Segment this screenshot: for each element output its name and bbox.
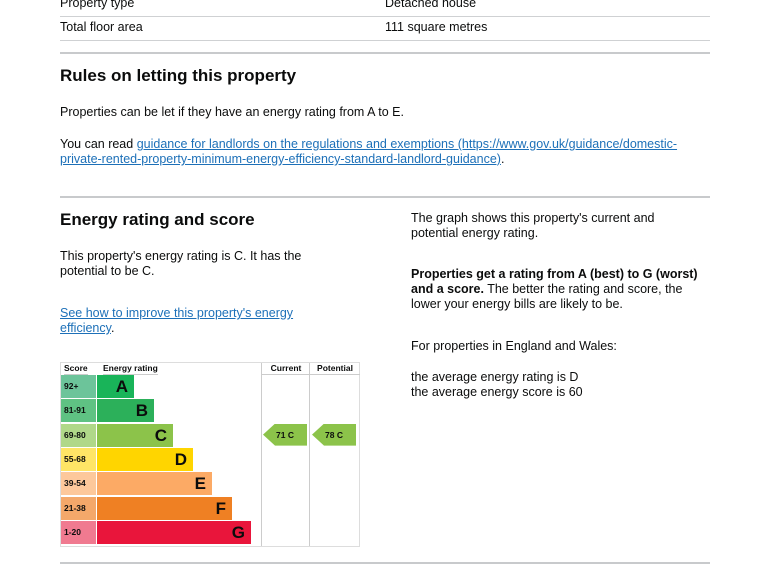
rating-band-d: D: [97, 447, 193, 471]
improve-link[interactable]: See how to improve this property's energ…: [60, 306, 294, 335]
current-header: Current: [261, 363, 310, 375]
column-divider: [261, 375, 262, 546]
table-row: Property type Detached house: [60, 0, 710, 17]
score-range-c: 69-80: [61, 423, 96, 447]
rating-band-c: C: [97, 423, 173, 447]
improve-para: See how to improve this property's energ…: [60, 306, 320, 336]
row-label: Total floor area: [60, 20, 143, 34]
energy-heading: Energy rating and score: [60, 210, 255, 229]
letting-heading: Rules on letting this property: [60, 66, 297, 85]
score-range-e: 39-54: [61, 472, 96, 496]
row-value: 111 square metres: [385, 20, 488, 34]
text: You can read: [60, 137, 137, 151]
average-rating: the average energy rating is D: [411, 370, 579, 384]
score-range-d: 55-68: [61, 447, 96, 471]
potential-header: Potential: [309, 363, 360, 375]
section-divider: [60, 52, 710, 54]
score-range-f: 21-38: [61, 496, 96, 520]
column-divider: [309, 375, 310, 546]
potential-rating-arrow: 78 C: [312, 423, 356, 446]
letting-text: Properties can be let if they have an en…: [60, 105, 404, 119]
rating-band-a: A: [97, 375, 134, 398]
section-divider: [60, 562, 710, 564]
score-range-g: 1-20: [61, 520, 96, 544]
score-range-b: 81-91: [61, 399, 96, 423]
rating-band-b: B: [97, 399, 154, 423]
section-divider: [60, 196, 710, 198]
energy-rating-text: This property's energy rating is C. It h…: [60, 249, 302, 278]
current-rating-arrow: 71 C: [263, 423, 307, 446]
energy-rating-chart: Score Energy rating Current Potential 92…: [60, 362, 360, 547]
guidance-link[interactable]: guidance for landlords on the regulation…: [60, 137, 678, 166]
score-range-a: 92+: [61, 375, 96, 398]
row-value: Detached house: [385, 0, 477, 10]
row-label: Property type: [60, 0, 135, 10]
text: The better the rating and score, the low…: [411, 282, 683, 311]
text: .: [500, 152, 505, 166]
rating-band-g: G: [97, 520, 251, 544]
bold-text: Properties get a rating from A (best) to…: [411, 267, 698, 296]
average-score: the average energy score is 60: [411, 385, 583, 399]
graph-description: The graph shows this property's current …: [411, 211, 655, 240]
rating-band-e: E: [97, 472, 212, 496]
table-row: Total floor area 111 square metres: [60, 16, 710, 41]
region-text: For properties in England and Wales:: [411, 339, 617, 353]
letting-guidance: You can read guidance for landlords on t…: [60, 137, 690, 167]
rating-band-f: F: [97, 496, 232, 520]
text: .: [110, 321, 115, 335]
rating-explanation: Properties get a rating from A (best) to…: [411, 267, 711, 312]
score-header: Score: [64, 363, 88, 375]
rating-header: Energy rating: [103, 363, 158, 375]
